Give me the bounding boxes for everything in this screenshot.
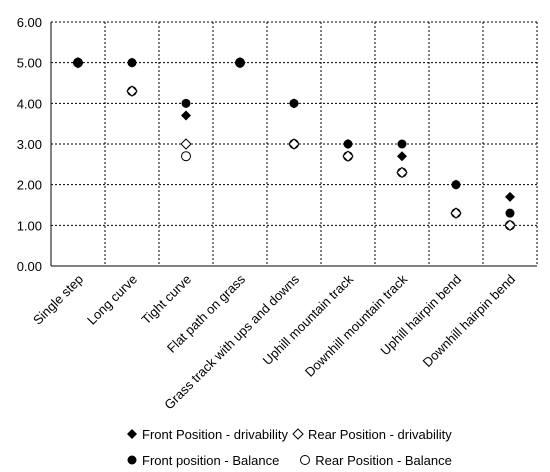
filled-circle-icon	[127, 455, 137, 465]
data-point-filled-diamond	[397, 151, 407, 162]
y-tick-label: 2.00	[17, 178, 42, 193]
legend-label: Front Position - drivability	[142, 426, 288, 442]
open-diamond-icon	[292, 428, 304, 440]
x-tick-label: Long curve	[84, 272, 140, 328]
legend-label: Rear Position - Balance	[315, 452, 452, 468]
data-point-filled-diamond	[343, 139, 353, 149]
data-point-open-diamond	[126, 85, 138, 97]
x-tick-label: Downhill hairpin bend	[420, 272, 519, 371]
data-point-open-circle	[181, 151, 191, 162]
y-tick-label: 6.00	[17, 15, 42, 30]
legend-label: Front position - Balance	[142, 452, 280, 468]
data-point-open-diamond	[450, 207, 462, 219]
data-point-filled-circle	[397, 139, 407, 149]
x-tick-label: Downhill mountain track	[302, 271, 411, 380]
data-point-open-diamond	[396, 166, 408, 179]
axes	[50, 22, 537, 267]
legend-item-front-balance: Front position - Balance	[126, 453, 279, 468]
y-tick-label: 5.00	[17, 56, 42, 71]
filled-diamond-icon	[127, 429, 137, 439]
data-point-filled-diamond	[73, 57, 83, 68]
data-point-open-diamond	[288, 138, 300, 150]
data-point-filled-circle	[505, 208, 515, 218]
x-tick-label: Single step	[30, 272, 86, 328]
y-tick-label: 1.00	[17, 218, 42, 233]
legend-label: Rear Position - drivability	[307, 426, 452, 442]
data-point-open-diamond	[180, 138, 192, 150]
data-point-open-diamond	[342, 150, 354, 162]
y-tick-label: 0.00	[17, 259, 42, 274]
data-point-filled-diamond	[235, 57, 245, 68]
legend-item-front-drivability: Front Position - drivability	[126, 427, 288, 442]
open-circle-icon	[300, 455, 311, 465]
data-point-filled-diamond	[127, 57, 137, 68]
y-tick-label: 4.00	[17, 96, 42, 111]
data-point-open-diamond	[504, 219, 516, 232]
data-point-filled-diamond	[289, 98, 299, 109]
data-points	[72, 56, 516, 232]
x-tick-label: Uphill mountain track	[260, 271, 357, 368]
data-point-filled-circle	[181, 98, 191, 108]
x-tick-label: Tight curve	[138, 272, 194, 328]
y-axis-tick-labels: 0.00 1.00 2.00 3.00 4.00 5.00 6.00	[17, 15, 42, 274]
data-point-filled-diamond	[505, 191, 515, 202]
data-point-filled-diamond	[451, 179, 461, 190]
legend-item-rear-drivability: Rear Position - drivability	[292, 427, 452, 442]
legend-item-rear-balance: Rear Position - Balance	[299, 453, 452, 468]
data-point-filled-diamond	[181, 110, 191, 121]
y-tick-label: 3.00	[17, 137, 42, 152]
